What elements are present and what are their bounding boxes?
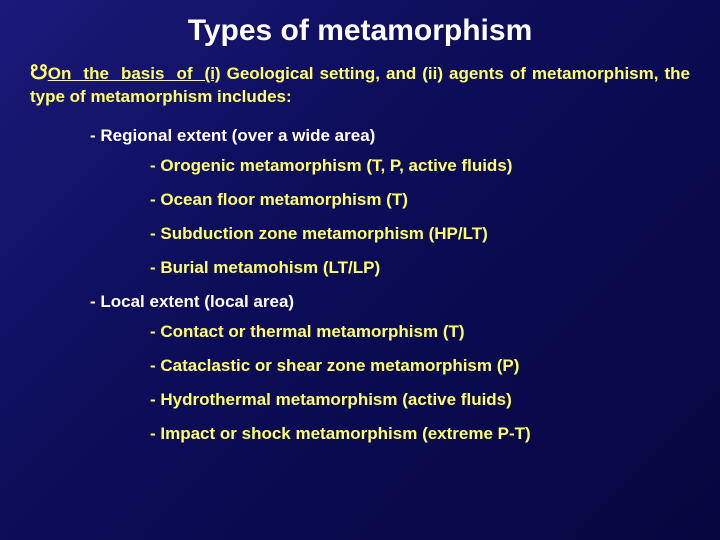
slide-root: Types of metamorphism ☋On the basis of (… — [0, 0, 720, 540]
intro-paragraph: ☋On the basis of (i) Geological setting,… — [30, 60, 690, 108]
sub-item: - Orogenic metamorphism (T, P, active fl… — [150, 156, 690, 176]
sub-item: - Ocean floor metamorphism (T) — [150, 190, 690, 210]
sub-item: - Burial metamohism (LT/LP) — [150, 258, 690, 278]
section-heading-regional: - Regional extent (over a wide area) — [90, 126, 690, 146]
sub-item: - Hydrothermal metamorphism (active flui… — [150, 390, 690, 410]
slide-title: Types of metamorphism — [30, 14, 690, 48]
intro-underlined: On the basis of (i) — [48, 64, 221, 83]
sub-item: - Impact or shock metamorphism (extreme … — [150, 424, 690, 444]
sub-item: - Subduction zone metamorphism (HP/LT) — [150, 224, 690, 244]
sub-item: - Contact or thermal metamorphism (T) — [150, 322, 690, 342]
section-heading-local: - Local extent (local area) — [90, 292, 690, 312]
intro-symbol: ☋ — [30, 62, 48, 84]
sub-item: - Cataclastic or shear zone metamorphism… — [150, 356, 690, 376]
